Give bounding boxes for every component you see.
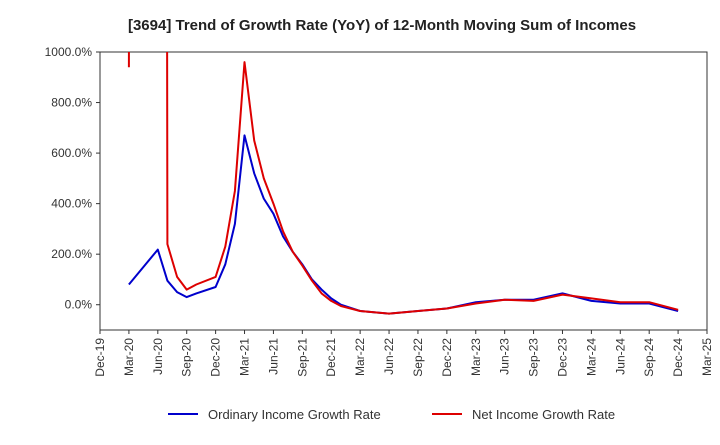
y-tick-label: 200.0% <box>51 247 92 261</box>
legend-label: Ordinary Income Growth Rate <box>208 407 381 422</box>
y-tick-label: 400.0% <box>51 197 92 211</box>
x-tick-label: Mar-25 <box>700 338 714 376</box>
x-tick-label: Jun-22 <box>382 338 396 375</box>
x-tick-label: Sep-22 <box>411 338 425 377</box>
x-tick-label: Dec-21 <box>324 338 338 377</box>
x-tick-label: Jun-21 <box>266 338 280 375</box>
x-tick-label: Mar-20 <box>122 338 136 376</box>
x-tick-label: Jun-24 <box>613 338 627 375</box>
x-tick-label: Dec-19 <box>93 338 107 377</box>
x-tick-label: Dec-20 <box>209 338 223 377</box>
x-tick-label: Sep-24 <box>642 338 656 377</box>
axes: Dec-19 Mar-20 Jun-20 Sep-20 Dec-20 Mar-21 Jun-… <box>45 45 714 377</box>
x-tick-label: Sep-20 <box>180 338 194 377</box>
x-tick-label: Jun-20 <box>151 338 165 375</box>
x-tick-label: Dec-23 <box>555 338 569 377</box>
chart-title: [3694] Trend of Growth Rate (YoY) of 12-… <box>128 17 636 34</box>
x-tick-label: Mar-22 <box>353 338 367 376</box>
legend: Ordinary Income Growth Rate Net Income Gr… <box>168 407 615 422</box>
y-tick-label: 800.0% <box>51 96 92 110</box>
plot-area <box>99 51 708 331</box>
y-tick-label: 600.0% <box>51 146 92 160</box>
x-tick-label: Mar-21 <box>238 338 252 376</box>
x-tick-label: Dec-22 <box>440 338 454 377</box>
x-tick-label: Sep-23 <box>527 338 541 377</box>
x-tick-label: Jun-23 <box>498 338 512 375</box>
series-lines <box>127 52 679 315</box>
x-tick-label: Mar-24 <box>584 338 598 376</box>
x-tick-label: Sep-21 <box>295 338 309 377</box>
legend-label: Net Income Growth Rate <box>472 407 615 422</box>
x-tick-label: Mar-23 <box>469 338 483 376</box>
y-tick-label: 0.0% <box>65 298 93 312</box>
series-line-net-income <box>127 52 679 315</box>
x-tick-label: Dec-24 <box>671 338 685 377</box>
y-tick-label: 1000.0% <box>45 45 93 59</box>
